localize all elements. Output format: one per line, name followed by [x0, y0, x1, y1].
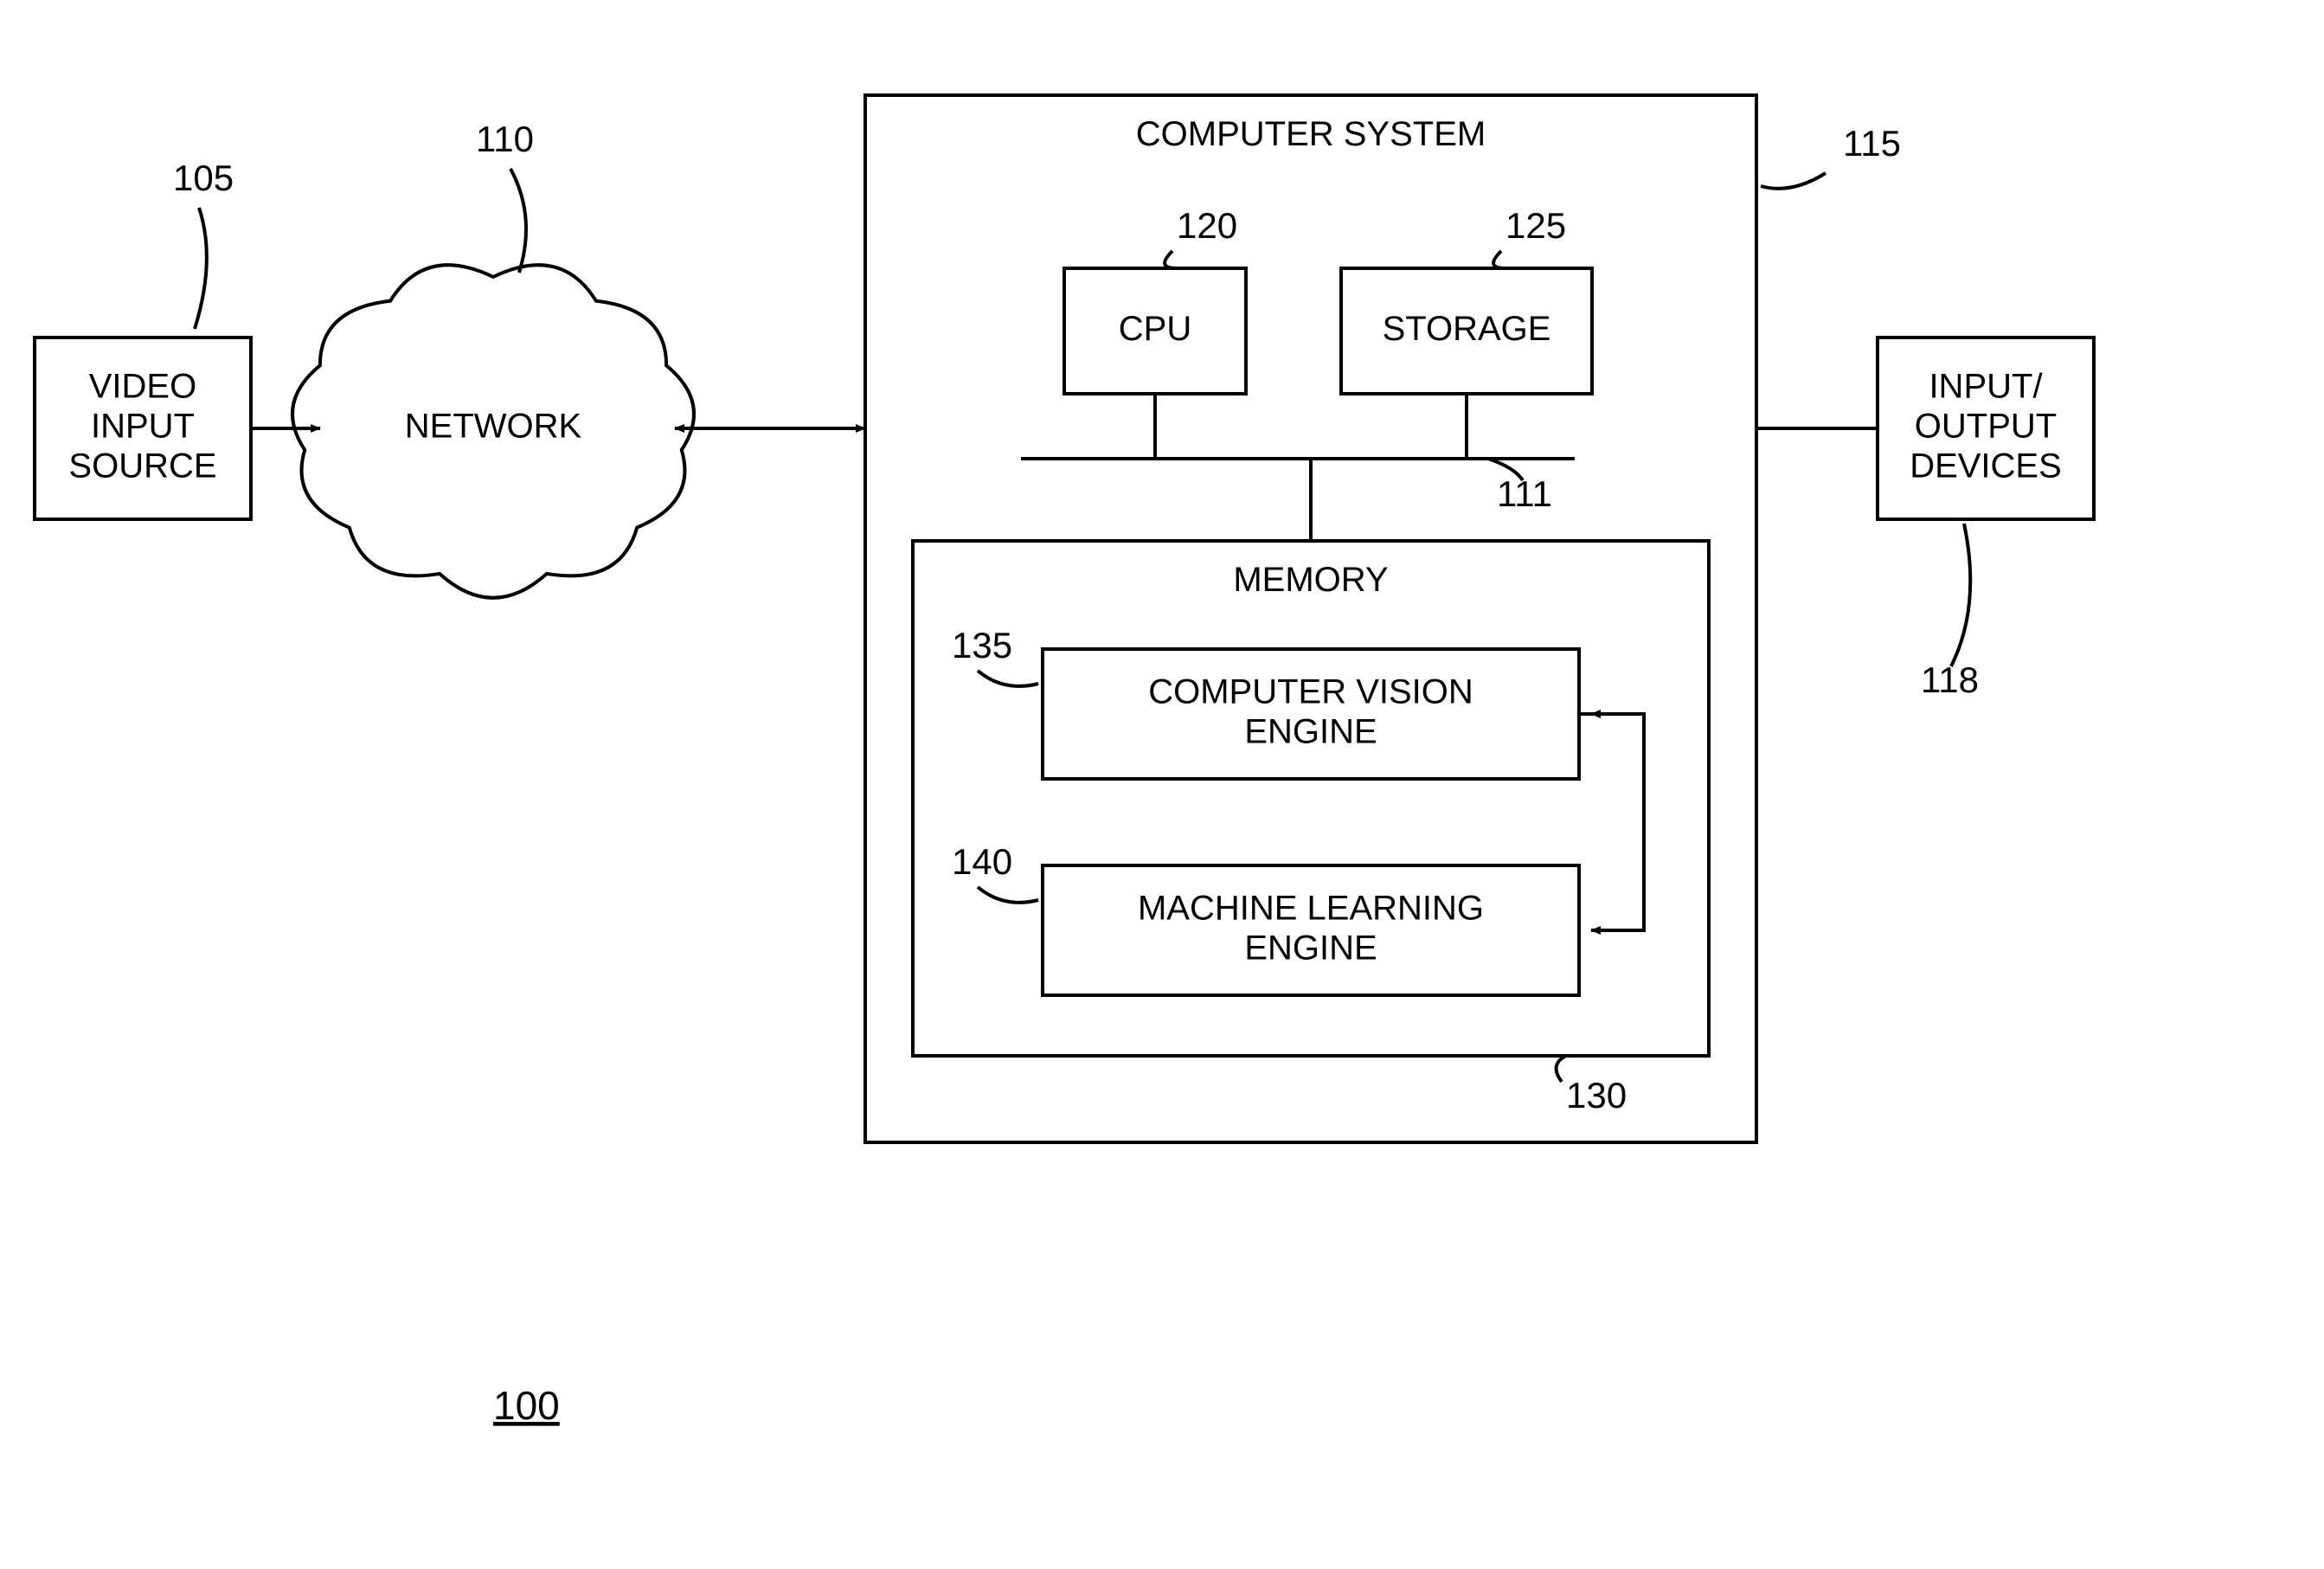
cv-engine-label: COMPUTER VISION: [1148, 673, 1473, 711]
cv-engine-leader: [978, 671, 1038, 686]
edge-cv-to-ml: [1579, 714, 1644, 930]
ml-engine-ref: 140: [952, 841, 1012, 882]
figure-ref: 100: [493, 1383, 560, 1428]
bus-ref: 111: [1497, 473, 1552, 514]
network-ref: 110: [476, 119, 534, 159]
memory-ref: 130: [1566, 1075, 1627, 1116]
ml-engine-leader: [978, 887, 1038, 903]
ml-engine-label: ENGINE: [1244, 929, 1377, 968]
io-devices-label: DEVICES: [1910, 447, 2062, 485]
video-source-label: SOURCE: [68, 447, 216, 485]
computer-system-box: [865, 95, 1756, 1142]
network-leader: [510, 169, 526, 273]
computer-system-ref: 115: [1843, 123, 1901, 164]
video-source-label: INPUT: [91, 408, 195, 446]
memory-title: MEMORY: [1233, 561, 1388, 599]
computer-system-title: COMPUTER SYSTEM: [1136, 115, 1486, 153]
storage-label: STORAGE: [1383, 310, 1551, 348]
cv-engine-ref: 135: [952, 625, 1012, 666]
cpu-leader: [1165, 251, 1177, 268]
ml-engine-label: MACHINE LEARNING: [1138, 890, 1484, 928]
io-devices-label: INPUT/: [1929, 368, 2043, 406]
storage-ref: 125: [1505, 205, 1566, 246]
video-source-leader: [195, 208, 207, 329]
video-source-ref: 105: [173, 158, 234, 198]
memory-leader: [1557, 1056, 1566, 1082]
video-source-label: VIDEO: [89, 368, 196, 406]
computer-system-leader: [1761, 173, 1826, 189]
system-diagram: COMPUTER SYSTEM 115 MEMORY 130 CPU 120 STORAGE…: [0, 0, 2324, 1569]
io-devices-label: OUTPUT: [1915, 408, 2057, 446]
io-devices-leader: [1951, 524, 1970, 666]
cpu-ref: 120: [1177, 205, 1237, 246]
cpu-label: CPU: [1119, 310, 1191, 348]
memory-box: [913, 541, 1709, 1056]
network-label: NETWORK: [405, 408, 582, 446]
storage-leader: [1493, 251, 1505, 268]
cv-engine-label: ENGINE: [1244, 713, 1377, 751]
